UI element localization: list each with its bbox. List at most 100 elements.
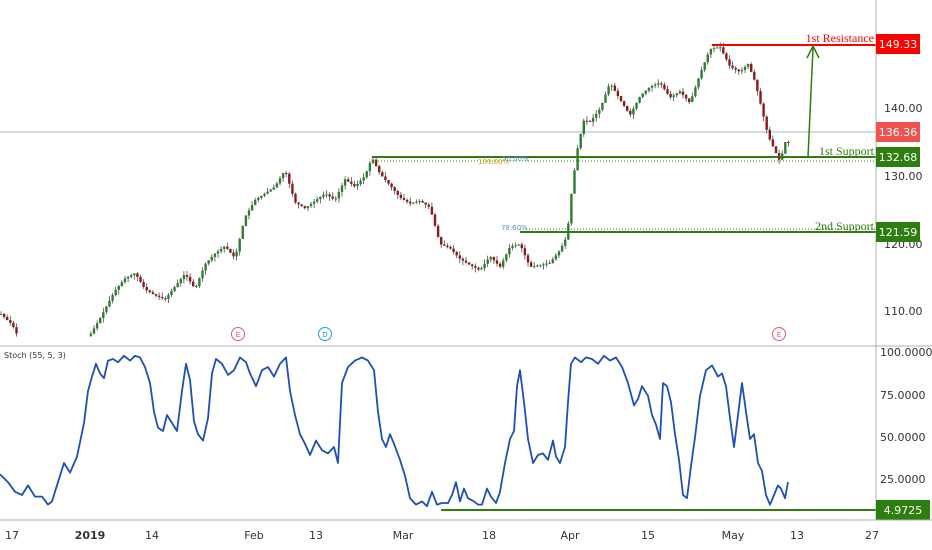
candle xyxy=(740,69,744,72)
candle xyxy=(759,91,762,104)
candle xyxy=(765,116,768,130)
candle xyxy=(529,262,533,267)
price-pane: 1st Resistance 1st Support 2nd Support 1… xyxy=(0,31,876,341)
x-tick-label: Mar xyxy=(393,529,414,542)
candle xyxy=(281,172,285,179)
candle xyxy=(2,313,6,318)
candle xyxy=(108,300,111,307)
candle xyxy=(455,251,458,256)
candle xyxy=(771,139,775,147)
candle xyxy=(254,200,257,206)
candle xyxy=(564,239,567,246)
candle xyxy=(263,193,266,196)
candle xyxy=(12,322,15,328)
x-tick-label: 15 xyxy=(641,529,655,542)
candle xyxy=(247,210,251,216)
candle xyxy=(92,328,96,334)
resistance-price-tag xyxy=(876,34,920,54)
candle xyxy=(650,85,654,88)
candle xyxy=(15,327,18,334)
candle xyxy=(353,183,356,187)
candle xyxy=(734,67,737,70)
svg-text:D: D xyxy=(322,331,327,339)
stoch-value: 4.9725 xyxy=(884,504,923,517)
candle xyxy=(533,266,536,268)
event-marker-earnings-1[interactable]: E xyxy=(231,327,245,341)
candle xyxy=(768,129,771,140)
candle xyxy=(257,197,260,201)
candle xyxy=(474,266,477,268)
candle xyxy=(0,313,3,315)
candle xyxy=(105,306,108,313)
candle xyxy=(142,281,145,287)
price-axis[interactable]: 140.00 130.00 120.00 110.00 149.33 136.3… xyxy=(876,34,923,318)
candle xyxy=(591,117,595,122)
candle xyxy=(684,94,688,99)
indicator-label: Stoch (55, 5, 3) xyxy=(4,351,66,360)
time-axis[interactable]: 17 2019 14 Feb 13 Mar 18 Apr 15 May 13 2… xyxy=(5,529,879,542)
candle xyxy=(551,259,554,263)
candle xyxy=(703,62,706,70)
candle xyxy=(666,89,669,94)
stochastic-axis[interactable]: 100.0000 75.0000 50.0000 25.0000 4.9725 xyxy=(876,346,932,520)
candle xyxy=(613,85,616,91)
y-tick-label: 110.00 xyxy=(884,305,923,318)
candle xyxy=(604,94,607,103)
candle xyxy=(148,290,151,293)
event-marker-dividend[interactable]: D xyxy=(318,327,332,341)
candle xyxy=(260,195,263,198)
candle xyxy=(291,183,294,194)
candle xyxy=(582,120,585,134)
candlestick-series xyxy=(0,42,790,338)
candle xyxy=(300,204,303,207)
candle xyxy=(663,84,666,90)
candle xyxy=(365,171,368,178)
candle xyxy=(179,279,182,284)
candle xyxy=(458,255,461,259)
candle xyxy=(641,93,644,97)
candle xyxy=(722,47,725,54)
candle xyxy=(114,289,117,296)
candle xyxy=(185,275,189,277)
candle xyxy=(514,245,517,247)
candle xyxy=(316,199,319,202)
candle xyxy=(210,256,213,261)
candle xyxy=(774,146,778,154)
candle xyxy=(446,245,449,248)
event-marker-earnings-2[interactable]: E xyxy=(772,327,786,341)
candle xyxy=(508,247,511,255)
candle xyxy=(622,101,626,106)
candle xyxy=(492,257,496,261)
candle xyxy=(238,238,241,252)
candle xyxy=(598,109,601,114)
candle xyxy=(719,47,722,49)
candle xyxy=(511,246,514,248)
candle xyxy=(539,264,542,266)
candle xyxy=(471,264,474,267)
x-tick-label: 18 xyxy=(482,529,496,542)
candle xyxy=(440,237,443,245)
candle xyxy=(626,105,629,111)
candle xyxy=(350,181,353,184)
candle xyxy=(644,90,647,94)
candle xyxy=(678,91,682,94)
candle xyxy=(89,333,93,336)
candle xyxy=(542,264,545,266)
candle xyxy=(635,102,638,109)
candle xyxy=(319,196,322,200)
candle xyxy=(616,90,620,97)
fib-label-78: 78.60% xyxy=(501,224,528,232)
candle xyxy=(285,172,288,174)
fib-label-100: 100.00% xyxy=(478,158,509,166)
candle xyxy=(154,294,158,296)
candle xyxy=(787,141,790,143)
candle xyxy=(688,98,691,103)
support-2-price-value: 121.59 xyxy=(879,226,918,239)
candle xyxy=(675,93,678,96)
candle xyxy=(647,87,651,91)
candle xyxy=(145,286,148,291)
candle xyxy=(151,292,155,295)
candle xyxy=(700,69,703,79)
candle xyxy=(173,287,176,292)
current-price-value: 136.36 xyxy=(879,126,918,139)
